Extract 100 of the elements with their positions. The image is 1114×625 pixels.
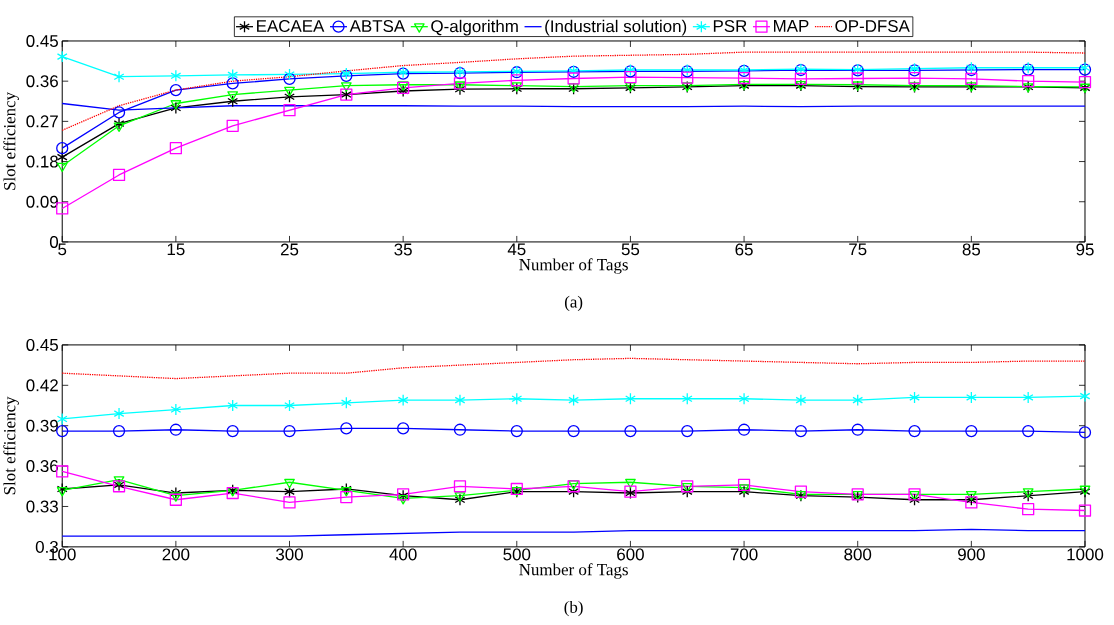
point xyxy=(226,119,239,133)
point xyxy=(284,478,295,489)
point xyxy=(227,399,239,412)
point xyxy=(56,487,68,497)
point xyxy=(56,412,68,426)
x-tick-label: 95 xyxy=(1076,243,1094,256)
point xyxy=(454,394,466,407)
y-tick-label: 0.09 xyxy=(26,195,58,208)
y-tick-label: 0.45 xyxy=(26,338,58,351)
point xyxy=(284,68,295,81)
legend-label: (Industrial solution) xyxy=(545,19,687,36)
point xyxy=(567,72,580,85)
x-tick-label: 55 xyxy=(621,243,640,256)
x-tick-label: 35 xyxy=(394,243,412,256)
point xyxy=(284,90,295,103)
point xyxy=(340,490,353,504)
x-tick-label: 85 xyxy=(962,243,981,256)
point xyxy=(112,106,126,119)
point xyxy=(625,392,636,405)
y-axis-title: Slot efficiency xyxy=(3,396,19,495)
point xyxy=(453,423,467,436)
point xyxy=(112,425,126,438)
point xyxy=(113,407,125,420)
point xyxy=(625,478,636,489)
y-tick-label: 0.27 xyxy=(26,115,58,128)
y-tick-label: 0 xyxy=(49,236,59,248)
y-tick-label: 0.18 xyxy=(26,155,58,168)
point xyxy=(794,425,808,438)
x-tick-label: 400 xyxy=(389,548,417,561)
x-tick-label: 700 xyxy=(730,548,758,561)
point xyxy=(681,392,693,405)
point xyxy=(681,425,694,438)
point xyxy=(1022,503,1035,516)
x-tick-label: 65 xyxy=(735,243,753,256)
point xyxy=(909,391,920,404)
point xyxy=(510,425,523,438)
y-tick-label: 0.45 xyxy=(26,35,58,48)
point xyxy=(454,81,466,91)
point xyxy=(227,68,239,82)
point xyxy=(56,425,69,438)
point xyxy=(226,77,239,90)
point xyxy=(454,493,466,506)
legend-label: EACAEA xyxy=(257,20,325,33)
point xyxy=(737,423,751,436)
point xyxy=(737,71,751,85)
point xyxy=(1079,390,1091,403)
x-tick-label: 75 xyxy=(849,243,867,256)
point xyxy=(1022,425,1035,438)
x-axis-title: Number of Tags xyxy=(519,258,628,274)
point xyxy=(737,478,751,492)
point xyxy=(1022,488,1034,498)
point xyxy=(852,394,864,407)
point xyxy=(169,493,182,506)
text: (b) xyxy=(564,600,583,617)
point xyxy=(397,495,409,505)
x-tick-label: 15 xyxy=(167,243,185,256)
point xyxy=(226,425,239,438)
point xyxy=(568,485,579,498)
point xyxy=(1078,75,1092,89)
legend-label: Q-algorithm xyxy=(431,19,518,36)
point xyxy=(738,485,750,498)
point xyxy=(169,84,182,97)
x-tick-label: 900 xyxy=(958,548,985,561)
point xyxy=(965,425,978,438)
point xyxy=(738,484,750,494)
point xyxy=(453,77,467,90)
point xyxy=(170,403,182,416)
y-tick-label: 0.42 xyxy=(26,379,58,392)
point xyxy=(965,491,977,501)
y-tick-label: 0.33 xyxy=(26,500,58,513)
point xyxy=(340,422,353,435)
y-tick-label: 0.39 xyxy=(26,419,58,432)
point xyxy=(851,423,864,436)
point xyxy=(510,74,523,87)
y-tick-label: 0.36 xyxy=(26,75,58,88)
point xyxy=(454,83,466,96)
point xyxy=(624,425,637,438)
point xyxy=(56,142,69,155)
point xyxy=(511,392,523,405)
point xyxy=(1022,75,1035,88)
point xyxy=(283,425,296,438)
point xyxy=(454,492,466,502)
point xyxy=(397,394,409,407)
legend-label: PSR xyxy=(713,20,747,33)
legend-label: OP-DFSA xyxy=(835,20,910,33)
x-tick-label: 600 xyxy=(617,548,644,561)
point xyxy=(170,69,182,82)
text: (a) xyxy=(564,295,583,312)
point xyxy=(453,480,467,493)
point xyxy=(169,142,182,155)
x-tick-label: 5 xyxy=(58,243,67,256)
point xyxy=(397,422,410,435)
point xyxy=(738,392,750,405)
point xyxy=(1022,489,1034,502)
x-tick-label: 25 xyxy=(280,243,299,256)
point xyxy=(851,72,864,85)
x-tick-label: 200 xyxy=(162,548,190,561)
point xyxy=(340,482,352,496)
point xyxy=(794,485,808,498)
point xyxy=(56,202,69,215)
